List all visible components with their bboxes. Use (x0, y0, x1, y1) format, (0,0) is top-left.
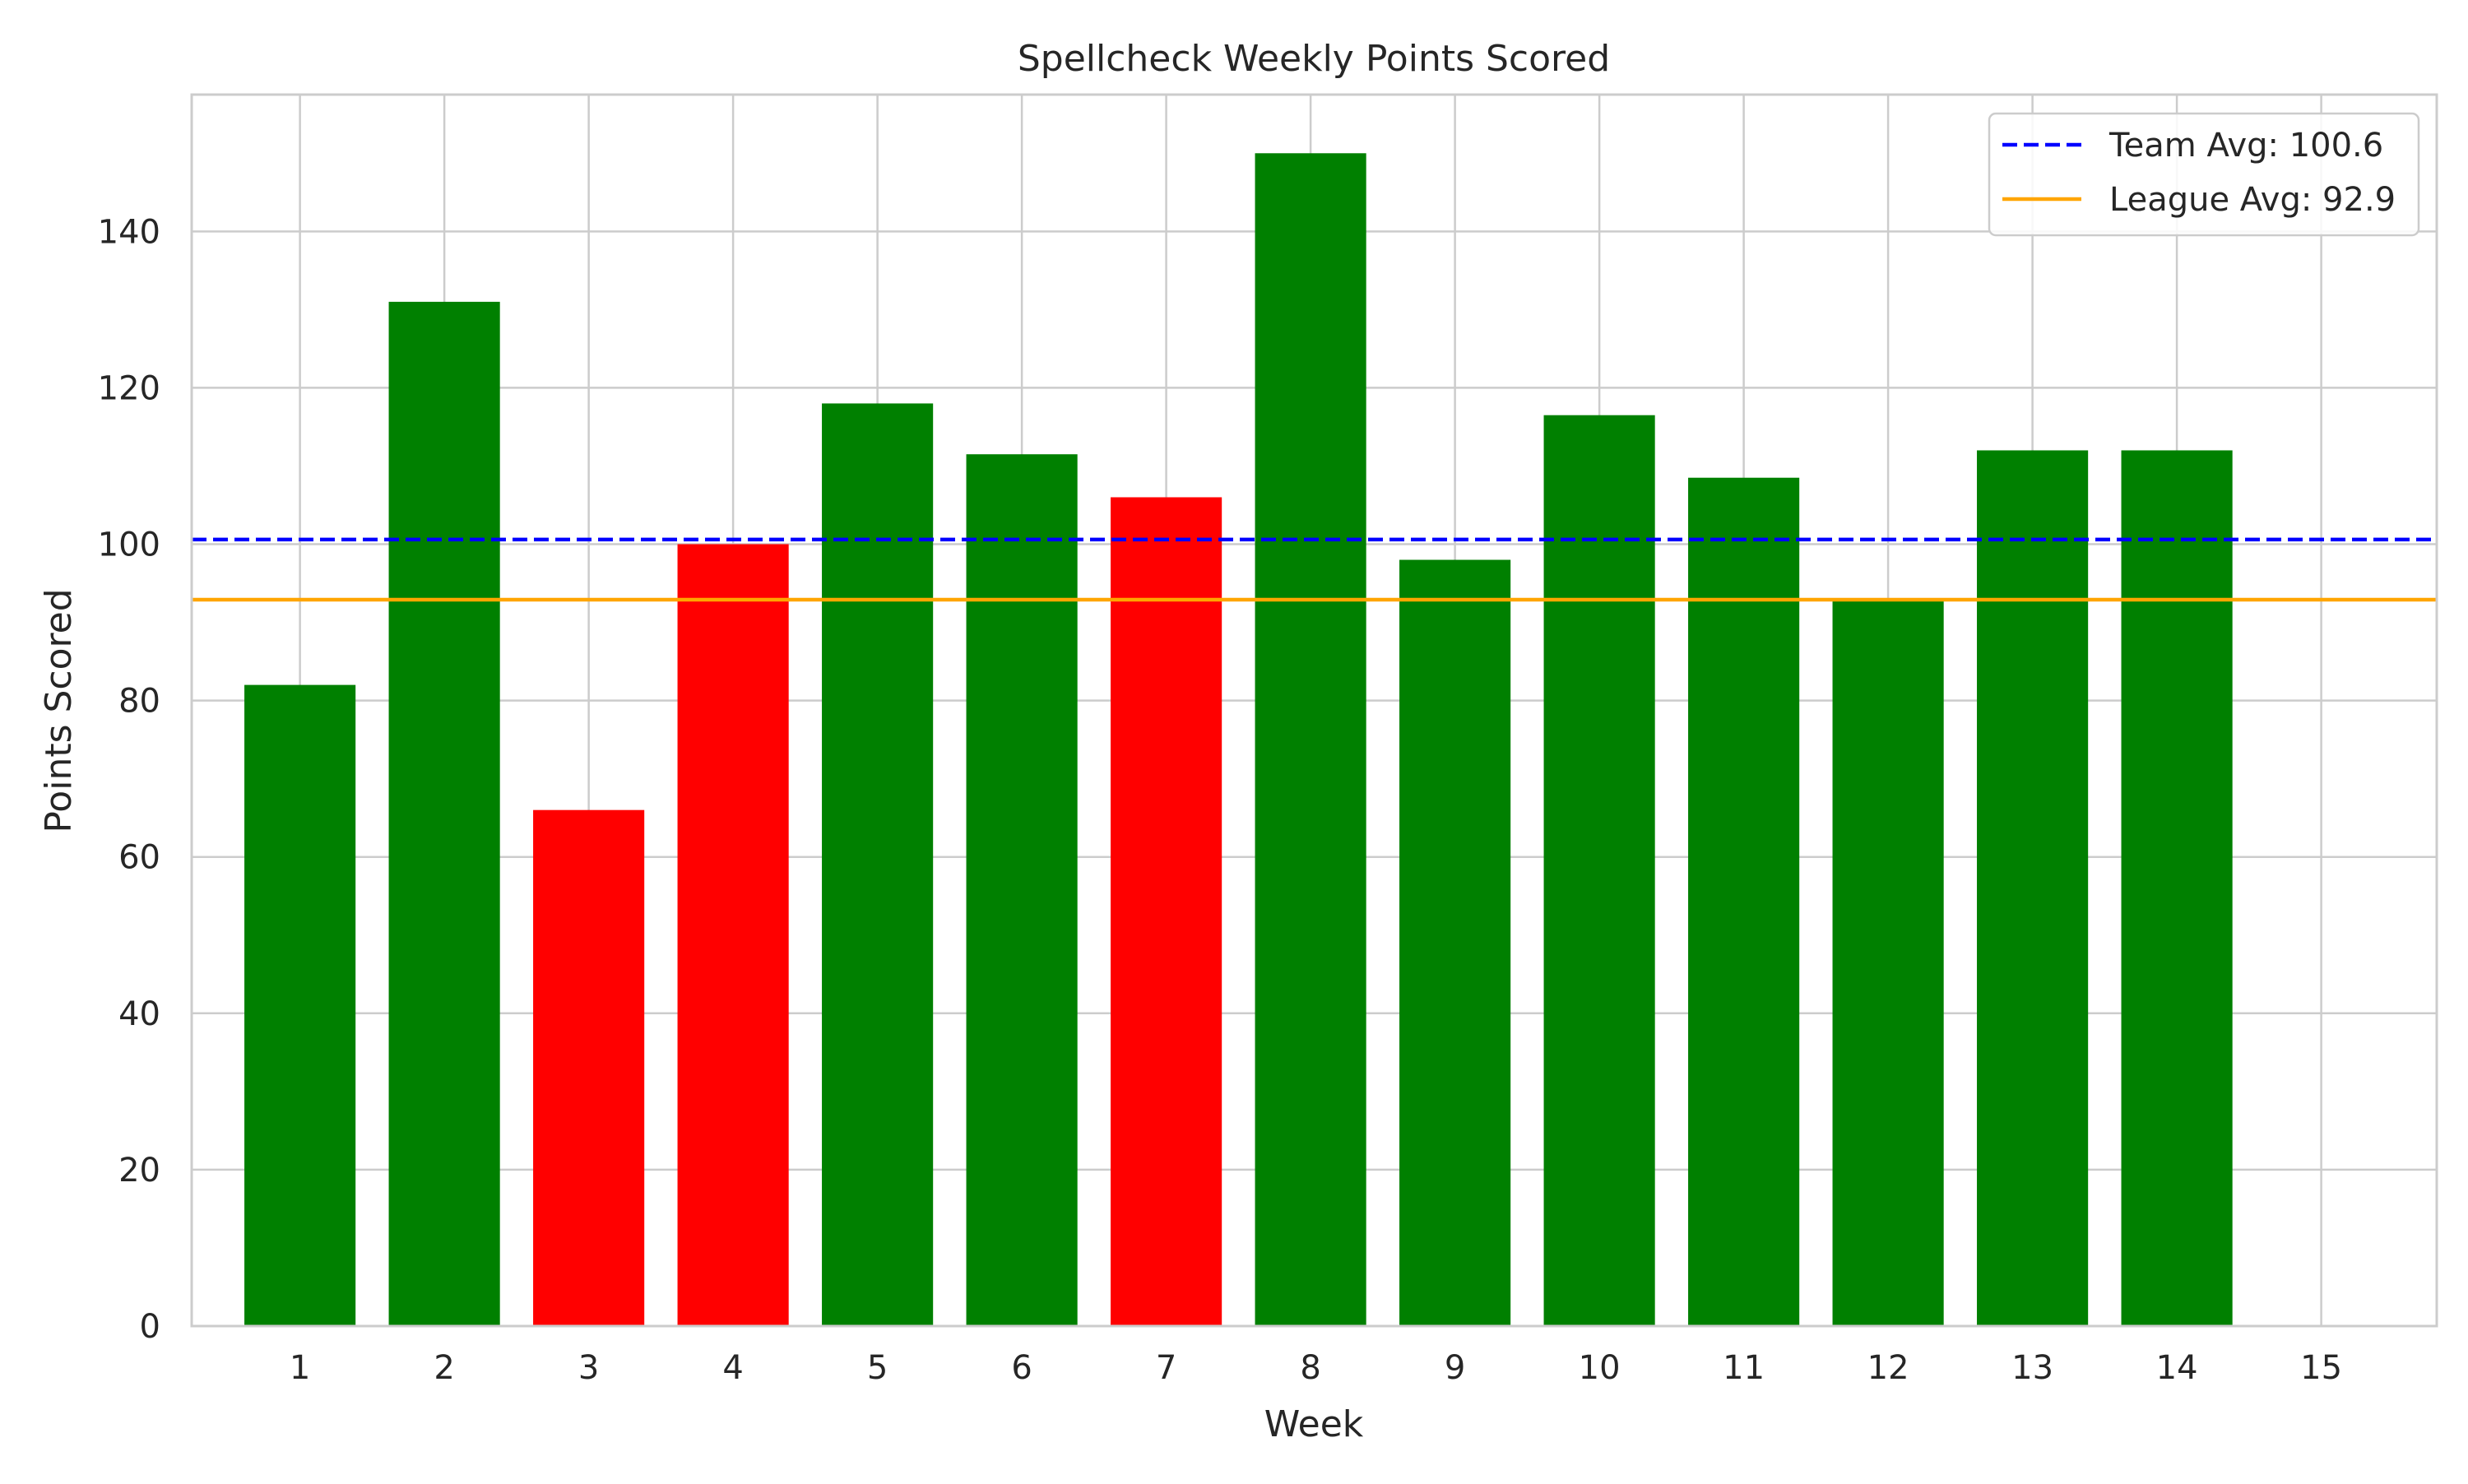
x-tick-label: 3 (578, 1349, 599, 1387)
y-tick-label: 40 (118, 995, 160, 1033)
legend-box (1988, 112, 2420, 237)
plot-frame (190, 93, 2438, 1328)
y-tick-label: 60 (118, 839, 160, 877)
x-axis-label: Week (1264, 1403, 1364, 1445)
bar-week-14 (2121, 450, 2233, 1326)
x-tick-label: 15 (2300, 1349, 2342, 1387)
bars (244, 153, 2233, 1327)
bar-week-1 (244, 684, 356, 1326)
x-tick-label: 12 (1867, 1349, 1909, 1387)
bar-week-5 (822, 403, 934, 1326)
bar-week-11 (1688, 477, 1800, 1326)
legend-league-avg-label: League Avg: 92.9 (2109, 181, 2396, 219)
chart-title: Spellcheck Weekly Points Scored (1018, 38, 1610, 80)
legend: Team Avg: 100.6 League Avg: 92.9 (1988, 112, 2420, 237)
bar-week-3 (533, 809, 645, 1326)
y-tick-label: 80 (118, 683, 160, 721)
bar-week-6 (966, 454, 1078, 1327)
x-tick-label: 11 (1723, 1349, 1765, 1387)
bar-week-10 (1543, 415, 1655, 1326)
x-tick-label: 8 (1300, 1349, 1320, 1387)
bar-week-7 (1111, 497, 1222, 1326)
legend-team-avg-label: Team Avg: 100.6 (2108, 127, 2383, 165)
y-tick-label: 20 (118, 1152, 160, 1190)
x-tick-label: 6 (1011, 1349, 1032, 1387)
x-tick-label: 13 (2011, 1349, 2053, 1387)
bar-week-12 (1832, 599, 1944, 1326)
bar-week-4 (677, 544, 789, 1326)
y-tick-label: 140 (98, 213, 160, 251)
reference-lines (192, 537, 2437, 602)
x-tick-label: 2 (434, 1349, 454, 1387)
x-tick-label: 14 (2156, 1349, 2198, 1387)
x-tick-label: 10 (1579, 1349, 1621, 1387)
y-tick-label: 0 (140, 1308, 160, 1346)
y-tick-label: 100 (98, 526, 160, 564)
x-tick-label: 1 (290, 1349, 310, 1387)
y-axis-label: Points Scored (38, 588, 80, 832)
bar-week-8 (1255, 153, 1366, 1326)
x-tick-label: 4 (722, 1349, 743, 1387)
y-tick-label: 120 (98, 369, 160, 407)
x-tick-label: 7 (1156, 1349, 1176, 1387)
bar-week-13 (1977, 450, 2089, 1326)
bar-week-9 (1399, 559, 1511, 1326)
x-tick-label: 9 (1445, 1349, 1465, 1387)
bar-week-2 (388, 301, 500, 1326)
x-tick-label: 5 (867, 1349, 888, 1387)
